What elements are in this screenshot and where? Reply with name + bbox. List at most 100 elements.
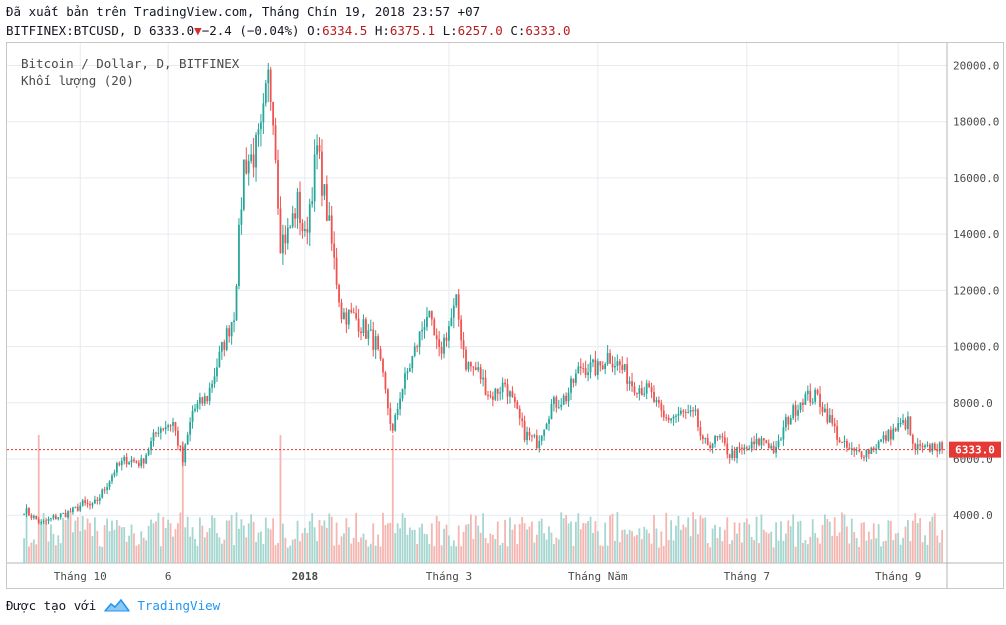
candle-body bbox=[838, 439, 841, 443]
volume-bar bbox=[472, 538, 475, 563]
volume-bar bbox=[467, 523, 470, 563]
candle-body bbox=[367, 330, 370, 339]
volume-bar bbox=[318, 520, 321, 563]
candle-body bbox=[474, 367, 477, 371]
volume-bar bbox=[907, 520, 909, 563]
volume-bar bbox=[223, 539, 226, 563]
volume-bar bbox=[130, 524, 133, 563]
volume-bar bbox=[589, 516, 592, 563]
volume-bar bbox=[333, 545, 336, 563]
candle-body bbox=[672, 416, 675, 419]
candle-body bbox=[179, 445, 182, 447]
volume-bar bbox=[96, 530, 99, 563]
candle-body bbox=[115, 463, 118, 473]
volume-bar bbox=[108, 531, 111, 563]
candle-body bbox=[50, 518, 52, 520]
volume-bar bbox=[142, 537, 145, 563]
candle-body bbox=[277, 160, 279, 209]
candle-body bbox=[650, 386, 653, 392]
candle-body bbox=[379, 349, 382, 360]
volume-bar bbox=[672, 540, 675, 563]
volume-bar bbox=[535, 534, 538, 563]
candle-body bbox=[389, 408, 392, 425]
candle-body bbox=[32, 515, 35, 518]
candle-body bbox=[64, 512, 67, 518]
volume-bar bbox=[401, 513, 404, 563]
candle-body bbox=[142, 458, 145, 464]
volume-bar bbox=[531, 521, 533, 563]
candle-body bbox=[821, 406, 824, 413]
candle-body bbox=[250, 154, 253, 162]
volume-bar bbox=[374, 545, 377, 563]
volume-bar bbox=[179, 512, 182, 563]
candle-body bbox=[931, 443, 934, 452]
volume-bar bbox=[511, 529, 514, 563]
volume-bar bbox=[445, 524, 448, 563]
volume-bar bbox=[233, 545, 235, 563]
volume-bar bbox=[767, 533, 770, 563]
candle-body bbox=[596, 361, 599, 375]
candle-body bbox=[806, 390, 809, 395]
volume-bar bbox=[516, 544, 519, 563]
candle-body bbox=[504, 382, 506, 385]
candle-body bbox=[460, 319, 463, 341]
candle-body bbox=[772, 445, 775, 453]
candle-body bbox=[606, 353, 609, 364]
candle-body bbox=[281, 234, 284, 254]
candle-body bbox=[213, 376, 216, 384]
volume-bar bbox=[150, 519, 152, 563]
candle-body bbox=[938, 442, 941, 452]
candle-body bbox=[299, 191, 301, 224]
candle-body bbox=[814, 389, 817, 402]
candle-body bbox=[687, 412, 690, 414]
volume-bar bbox=[824, 514, 826, 563]
candle-body bbox=[274, 125, 277, 161]
candle-body bbox=[465, 349, 467, 370]
volume-bar bbox=[565, 515, 568, 563]
volume-bar bbox=[389, 522, 392, 563]
candle-body bbox=[531, 435, 533, 437]
volume-bar bbox=[469, 514, 472, 563]
candle-body bbox=[145, 454, 148, 464]
volume-bar bbox=[689, 536, 692, 563]
candle-body bbox=[665, 417, 668, 419]
volume-bar bbox=[640, 539, 643, 563]
price-chart[interactable]: 20000.0 18000.0 16000.0 14000.0 12000.0 10000… bbox=[7, 43, 1003, 588]
candle-body bbox=[516, 402, 519, 409]
volume-bar bbox=[609, 515, 611, 563]
candle-body bbox=[313, 154, 316, 202]
volume-bar bbox=[809, 536, 812, 563]
volume-bar bbox=[611, 513, 614, 563]
candle-body bbox=[167, 425, 170, 428]
volume-bar bbox=[775, 522, 777, 563]
volume-bar bbox=[384, 525, 387, 563]
candle-body bbox=[726, 443, 729, 455]
candle-body bbox=[758, 438, 760, 446]
low-value: 6257.0 bbox=[457, 23, 503, 38]
volume-bar bbox=[924, 535, 926, 563]
candle-body bbox=[787, 417, 790, 425]
candle-body bbox=[150, 441, 152, 451]
chart-area[interactable]: 20000.0 18000.0 16000.0 14000.0 12000.0 10000… bbox=[6, 42, 1004, 589]
volume-bar bbox=[279, 435, 282, 563]
candle-body bbox=[35, 515, 38, 520]
volume-bar bbox=[482, 513, 485, 563]
volume-bar bbox=[870, 539, 873, 563]
x-tick-label: Tháng 3 bbox=[426, 570, 472, 583]
volume-bar bbox=[491, 534, 494, 563]
candle-body bbox=[404, 373, 406, 389]
volume-bar bbox=[557, 539, 560, 563]
volume-bar bbox=[196, 545, 199, 563]
volume-bar bbox=[782, 540, 785, 563]
candle-body bbox=[770, 445, 773, 449]
candle-body bbox=[550, 403, 553, 420]
volume-bar bbox=[316, 541, 318, 563]
volume-bar bbox=[323, 520, 326, 563]
candle-body bbox=[831, 415, 834, 424]
candle-body bbox=[833, 423, 836, 427]
candle-body bbox=[855, 450, 858, 452]
volume-bar bbox=[911, 520, 914, 563]
volume-bar bbox=[880, 546, 882, 563]
volume-bar bbox=[833, 517, 836, 563]
tradingview-link[interactable]: TradingView bbox=[137, 598, 221, 613]
